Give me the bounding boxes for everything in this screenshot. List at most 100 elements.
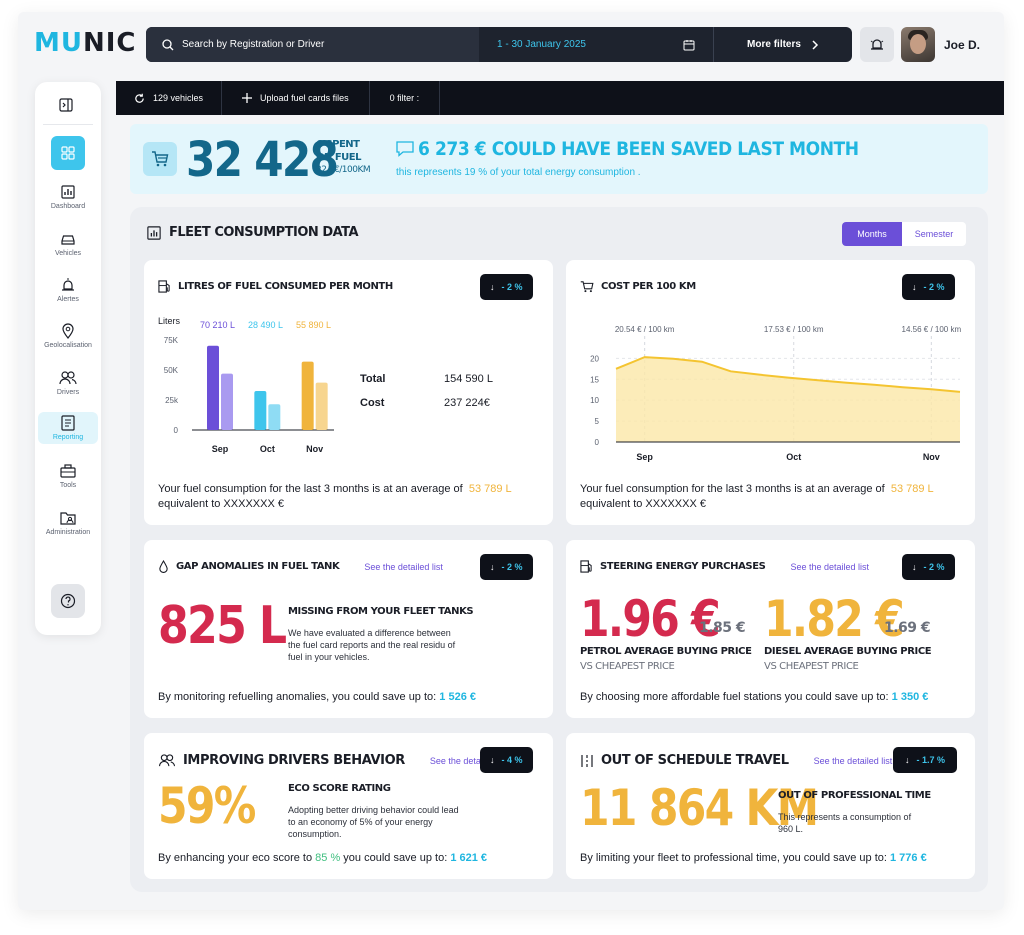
collapse-sidebar-icon[interactable] [58, 97, 74, 118]
annotation-label: 14.56 € / 100 km [902, 325, 962, 334]
bar-chart-icon [147, 225, 161, 240]
more-filters-button[interactable]: More filters [714, 39, 852, 50]
sidebar-item-tools[interactable]: Tools [38, 463, 98, 489]
arrow-down-icon: ↓ [490, 282, 495, 292]
see-detailed-list-link[interactable]: See the detailed list [364, 561, 443, 572]
toggle-semester[interactable]: Semester [914, 229, 954, 239]
y-tick-label: 20 [590, 354, 599, 363]
see-detailed-list-link[interactable]: See the detailed list [429, 755, 509, 766]
blurb-heading: OUT OF PROFESSIONAL TIME [778, 790, 931, 801]
road-icon [581, 754, 593, 767]
y-tick-label: 5 [595, 417, 600, 426]
user-name[interactable]: Joe D. [944, 38, 981, 52]
refresh-vehicles-button[interactable]: 129 vehicles [116, 81, 223, 115]
avatar[interactable] [901, 27, 935, 62]
search-placeholder: Search by Registration or Driver [182, 39, 325, 50]
bar-chart-icon [61, 185, 75, 199]
filter-button[interactable]: 0 filter : [370, 81, 441, 115]
fuel-spent-label: € SPENT ON FUEL 22.7€/100KM [316, 139, 371, 175]
gap-anomalies-card: GAP ANOMALIES IN FUEL TANK See the detai… [144, 540, 553, 718]
y-tick-label: 75K [164, 336, 179, 345]
sidebar-item-vehicles[interactable]: Vehicles [38, 231, 98, 257]
card-title: LITRES OF FUEL CONSUMED PER MONTH [158, 280, 393, 293]
diesel-cheapest-price: 1.69 € [884, 620, 931, 636]
upload-fuel-cards-button[interactable]: Upload fuel cards files [222, 81, 370, 115]
blurb-heading: ECO SCORE RATING [288, 783, 391, 794]
y-tick-label: 50K [164, 366, 179, 375]
sidebar: Dashboard Vehicles Alertes Geolocalisati… [35, 82, 101, 635]
card-title: COST PER 100 KM [580, 280, 696, 293]
help-button[interactable] [51, 584, 85, 618]
diesel-price-value: 1.82 € [764, 590, 905, 648]
bar [254, 391, 267, 430]
total-label: Total [360, 373, 386, 385]
card-footer: By monitoring refuelling anomalies, you … [158, 691, 476, 703]
chevron-right-icon [812, 39, 819, 50]
steering-energy-card: STEERING ENERGY PURCHASES See the detail… [566, 540, 975, 718]
search-icon [162, 38, 174, 50]
top-bar: Search by Registration or Driver 1 - 30 … [146, 27, 852, 62]
plus-icon [242, 93, 253, 103]
bar [301, 361, 314, 430]
see-detailed-list-link[interactable]: See the detailed list [790, 561, 870, 572]
more-filters-label: More filters [747, 39, 801, 50]
fuel-pump-icon [158, 280, 170, 293]
diesel-sublabel: VS CHEAPEST PRICE [764, 661, 859, 672]
toolbox-icon [60, 464, 76, 478]
notifications-button[interactable] [860, 27, 894, 62]
card-title: IMPROVING DRIVERS BEHAVIOR See the detai… [158, 753, 508, 768]
sidebar-item-administration[interactable]: Administration [38, 510, 98, 536]
petrol-label: PETROL AVERAGE BUYING PRICE [580, 646, 752, 657]
trend-badge: ↓ - 1.7 % [893, 747, 958, 773]
bar [207, 345, 219, 430]
y-tick-label: 15 [590, 375, 599, 384]
sidebar-item-alertes[interactable]: Alertes [38, 277, 98, 303]
muvic-logo[interactable]: MUNIC [34, 28, 137, 58]
trend-badge: ↓ - 2 % [480, 554, 533, 580]
savings-banner: 32 428 € SPENT ON FUEL 22.7€/100KM 6 273… [130, 124, 988, 194]
arrow-down-icon: ↓ [912, 562, 917, 572]
blurb-text: This represents a consumption of 960 L. [778, 812, 912, 834]
card-footer: Your fuel consumption for the last 3 mon… [580, 483, 934, 510]
bell-icon [870, 38, 884, 50]
trend-badge: ↓ - 4 % [480, 747, 533, 773]
annotation-label: 17.53 € / 100 km [764, 325, 824, 334]
upload-label: Upload fuel cards files [260, 93, 349, 103]
sidebar-item-label: Dashboard [50, 203, 86, 210]
cart-icon [580, 281, 594, 293]
bar [221, 373, 233, 430]
sidebar-item-geolocalisation[interactable]: Geolocalisation [38, 323, 98, 349]
missing-fuel-value: 825 L [158, 596, 287, 656]
folder-user-icon [60, 512, 76, 525]
divider [43, 124, 93, 125]
card-footer: By enhancing your eco score to 85 % you … [158, 852, 488, 864]
trend-badge: ↓ - 2 % [902, 554, 955, 580]
sidebar-item-dashboard[interactable]: Dashboard [38, 184, 98, 210]
x-tick-label: Nov [923, 452, 940, 462]
y-axis-label: Liters [158, 316, 181, 326]
sidebar-item-label: Vehicles [54, 250, 82, 257]
toggle-months[interactable]: Months [842, 222, 902, 246]
cart-icon [143, 142, 177, 176]
annotation-label: 20.54 € / 100 km [615, 325, 675, 334]
card-footer: By choosing more affordable fuel station… [580, 691, 929, 703]
litres-card: LITRES OF FUEL CONSUMED PER MONTH ↓ - 2 %… [144, 260, 553, 525]
cost-label: Cost [360, 397, 385, 409]
users-icon [59, 371, 77, 385]
grid-menu-button[interactable] [51, 136, 85, 170]
grid-icon [61, 146, 75, 160]
panel-title: FLEET CONSUMPTION DATA [147, 225, 359, 240]
card-title: STEERING ENERGY PURCHASES See the detail… [580, 560, 869, 573]
petrol-cheapest-price: 1.85 € [699, 620, 746, 636]
report-icon [61, 415, 75, 431]
bar [315, 382, 328, 430]
date-range-picker[interactable]: 1 - 30 January 2025 [479, 27, 714, 62]
arrow-down-icon: ↓ [490, 562, 495, 572]
sidebar-item-drivers[interactable]: Drivers [38, 370, 98, 396]
sidebar-item-label: Geolocalisation [44, 342, 92, 349]
blurb-text: We have evaluated a difference between t… [288, 628, 456, 662]
sidebar-item-reporting[interactable]: Reporting [38, 412, 98, 444]
legend-entry: 28 490 L [248, 320, 283, 330]
search-input[interactable]: Search by Registration or Driver [146, 27, 479, 62]
see-detailed-list-link[interactable]: See the detailed list [813, 755, 893, 766]
